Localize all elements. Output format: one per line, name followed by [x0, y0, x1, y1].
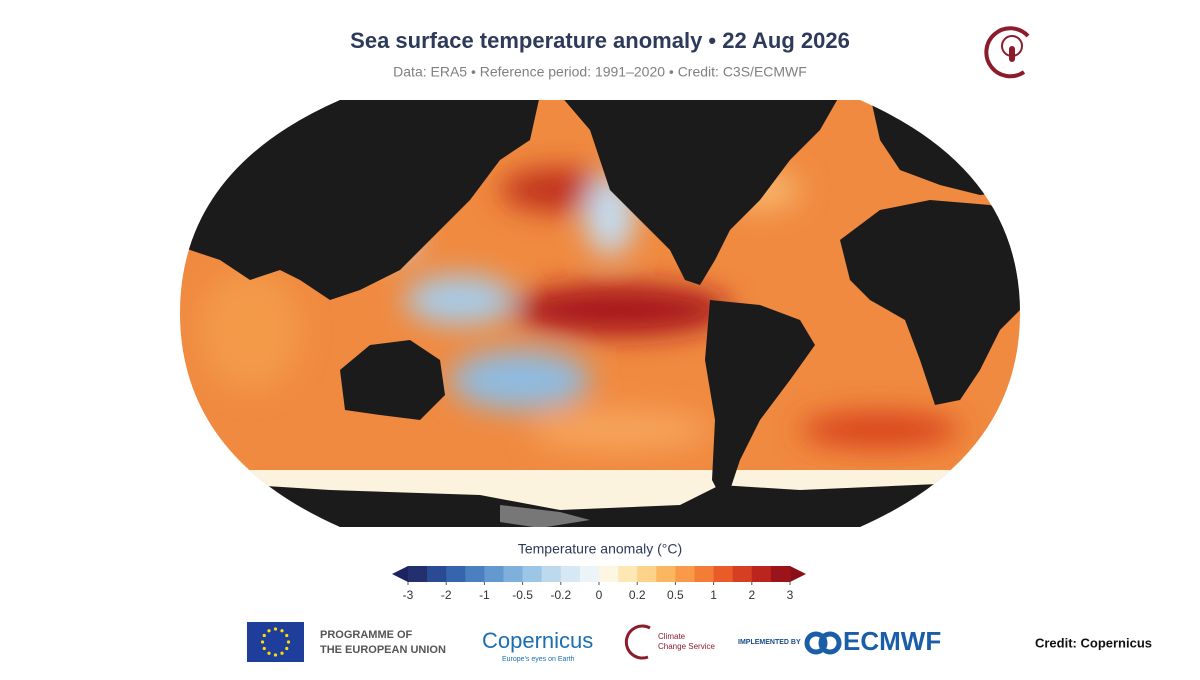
- colorbar-segment: [618, 566, 638, 582]
- colorbar-tick-label: -3: [403, 588, 414, 602]
- colorbar-tick-label: 0.5: [667, 588, 684, 602]
- colorbar-arrow: [790, 566, 806, 582]
- colorbar-segment: [770, 566, 791, 582]
- colorbar-segment: [541, 566, 562, 582]
- eu-star: [280, 629, 284, 633]
- ecmwf-icon: [804, 631, 842, 655]
- map: [180, 100, 1020, 527]
- c3s-logo-icon: [624, 624, 651, 660]
- colorbar-segment: [637, 566, 657, 582]
- colorbar-segment: [465, 566, 485, 582]
- c3s-text: Change Service: [658, 642, 715, 651]
- subtitle: Data: ERA5 • Reference period: 1991–2020…: [393, 64, 807, 80]
- copernicus-logo: Copernicus: [482, 628, 593, 653]
- eu-star: [267, 629, 271, 633]
- colorbar-tick-label: -0.2: [550, 588, 571, 602]
- colorbar-segment: [656, 566, 676, 582]
- eu-star: [273, 627, 278, 631]
- eu-star: [285, 646, 289, 651]
- eu-star: [262, 633, 266, 638]
- title: Sea surface temperature anomaly • 22 Aug…: [350, 28, 850, 53]
- copernicus-tagline: Europe's eyes on Earth: [502, 656, 575, 663]
- c3s-icon: [984, 26, 1030, 79]
- legend-title: Temperature anomaly (°C): [518, 541, 682, 557]
- colorbar-segment: [579, 566, 600, 582]
- colorbar-segment: [446, 566, 466, 582]
- implemented-by: IMPLEMENTED BY: [738, 639, 801, 646]
- colorbar-segment: [732, 566, 753, 582]
- colorbar-segment: [560, 566, 581, 582]
- ecmwf-logo: ECMWF: [843, 626, 941, 656]
- credit: Credit: Copernicus: [1035, 635, 1152, 650]
- colorbar-segment: [408, 566, 428, 582]
- eu-star: [273, 653, 278, 657]
- colorbar-tick-label: 1: [710, 588, 717, 602]
- eu-star: [280, 651, 284, 655]
- colorbar-segment: [599, 566, 619, 582]
- colorbar-segment: [503, 566, 524, 582]
- colorbar-segment: [427, 566, 447, 582]
- colorbar-segment: [751, 566, 772, 582]
- colorbar-tick-label: -1: [479, 588, 490, 602]
- eu-flag: [247, 622, 304, 662]
- eu-star: [262, 646, 266, 651]
- colorbar-tick-label: 0.2: [629, 588, 646, 602]
- eu-star: [260, 640, 265, 644]
- c3s-text: Climate: [658, 632, 686, 641]
- colorbar-tick-label: -2: [441, 588, 452, 602]
- eu-star: [285, 633, 289, 638]
- colorbar-segment: [522, 566, 543, 582]
- eu-star: [267, 651, 271, 655]
- colorbar-arrow: [392, 566, 408, 582]
- colorbar: -3 -2 -1 -0.5 -0.2 0 0.2 0.5 1 2 3: [392, 566, 806, 602]
- eu-text: PROGRAMME OF: [320, 629, 413, 641]
- colorbar-segment: [484, 566, 504, 582]
- colorbar-segment: [694, 566, 715, 582]
- colorbar-tick-label: 2: [748, 588, 755, 602]
- colorbar-tick-label: -0.5: [512, 588, 533, 602]
- colorbar-segment: [675, 566, 695, 582]
- colorbar-tick-label: 3: [787, 588, 794, 602]
- colorbar-tick-label: 0: [596, 588, 603, 602]
- eu-star: [286, 640, 291, 644]
- eu-text: THE EUROPEAN UNION: [320, 644, 446, 656]
- colorbar-segment: [713, 566, 734, 582]
